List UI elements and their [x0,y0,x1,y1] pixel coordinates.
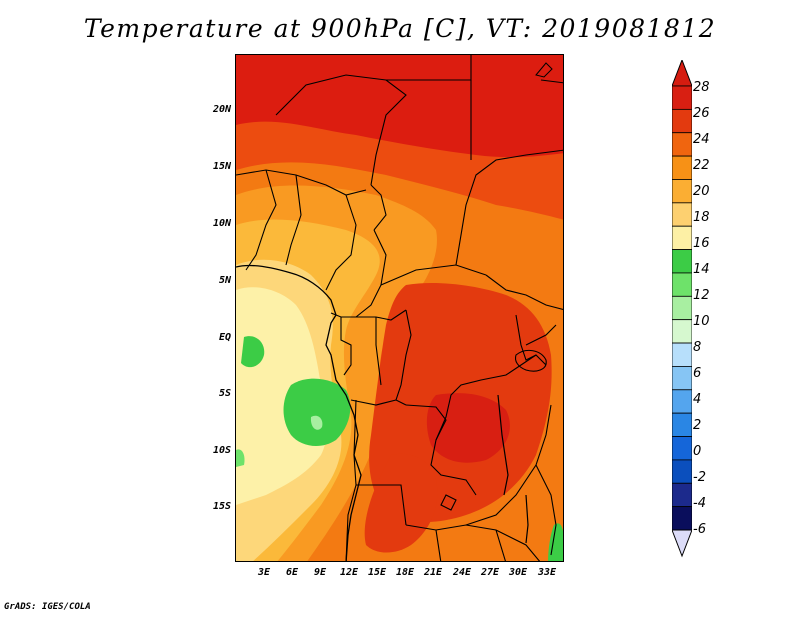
colorbar-label-28: 28 [693,80,710,95]
field-12 [310,415,323,430]
coastline [236,264,362,561]
colorbar-label-14: 14 [693,262,710,277]
colorbar-bin [672,295,692,321]
colorbar-bin [672,319,692,344]
colorbar-bin [672,155,692,180]
temperature-map [235,54,564,562]
colorbar-label-22: 22 [693,158,710,173]
colorbar [672,60,692,558]
colorbar-bin [672,506,692,531]
lake-tanganyika [497,394,509,496]
field-26-south [364,453,438,553]
lat-label-5s: 5S [218,388,231,399]
lon-label-15e: 15E [367,567,387,578]
temperature-field [236,55,563,561]
colorbar-bin [672,482,692,508]
colorbar-bin [672,342,692,367]
chart-title: Temperature at 900hPa [C], VT: 201908181… [83,14,717,43]
colorbar-label-minus4: -4 [693,496,706,511]
lon-label-9e: 9E [313,567,327,578]
country-borders [236,55,563,561]
colorbar-label-minus6: -6 [693,522,706,537]
colorbar-bin [672,202,692,227]
colorbar-cap-bottom [672,529,692,558]
colorbar-label-8: 8 [693,340,702,355]
colorbar-bin [672,108,692,134]
lon-label-33e: 33E [537,567,557,578]
field-14-b [283,378,351,447]
colorbar-label-0: 0 [693,444,702,459]
colorbar-bin [672,412,692,437]
colorbar-bin [672,366,692,391]
colorbar-label-24: 24 [693,132,710,147]
lake-victoria [514,349,547,372]
colorbar-bin [672,389,692,414]
colorbar-bins [672,85,692,531]
colorbar-label-minus2: -2 [693,470,706,485]
lat-label-eq: EQ [218,332,231,343]
field-14-a [241,336,265,368]
lake-malawi [525,494,529,544]
lat-label-15s: 15S [212,501,231,512]
colorbar-bin [672,179,692,204]
colorbar-label-12: 12 [693,288,710,303]
field-14-c [236,449,245,467]
lat-label-10s: 10S [212,445,231,456]
lon-label-24e: 24E [452,567,472,578]
lon-label-6e: 6E [285,567,299,578]
lon-label-12e: 12E [339,567,359,578]
lat-label-10n: 10N [212,218,231,229]
lat-label-20n: 20N [212,104,231,115]
footer-credit: GrADS: IGES/COLA [4,602,91,612]
colorbar-label-10: 10 [693,314,710,329]
colorbar-bin [672,459,692,484]
nile-delta-outline [535,62,553,78]
lon-label-21e: 21E [423,567,443,578]
colorbar-bin [672,132,692,157]
colorbar-label-26: 26 [693,106,710,121]
colorbar-bin [672,85,692,110]
colorbar-label-16: 16 [693,236,710,251]
colorbar-label-6: 6 [693,366,702,381]
colorbar-label-4: 4 [693,392,702,407]
colorbar-cap-top [672,60,692,87]
colorbar-bin [672,272,692,297]
lat-label-5n: 5N [218,275,231,286]
colorbar-bin [672,436,692,461]
colorbar-bin [672,249,692,274]
colorbar-bin [672,225,692,250]
colorbar-label-18: 18 [693,210,710,225]
lon-label-27e: 27E [480,567,500,578]
lon-label-30e: 30E [508,567,528,578]
colorbar-label-2: 2 [693,418,702,433]
lat-label-15n: 15N [212,161,231,172]
lon-label-3e: 3E [257,567,271,578]
lon-label-18e: 18E [395,567,415,578]
colorbar-label-20: 20 [693,184,710,199]
